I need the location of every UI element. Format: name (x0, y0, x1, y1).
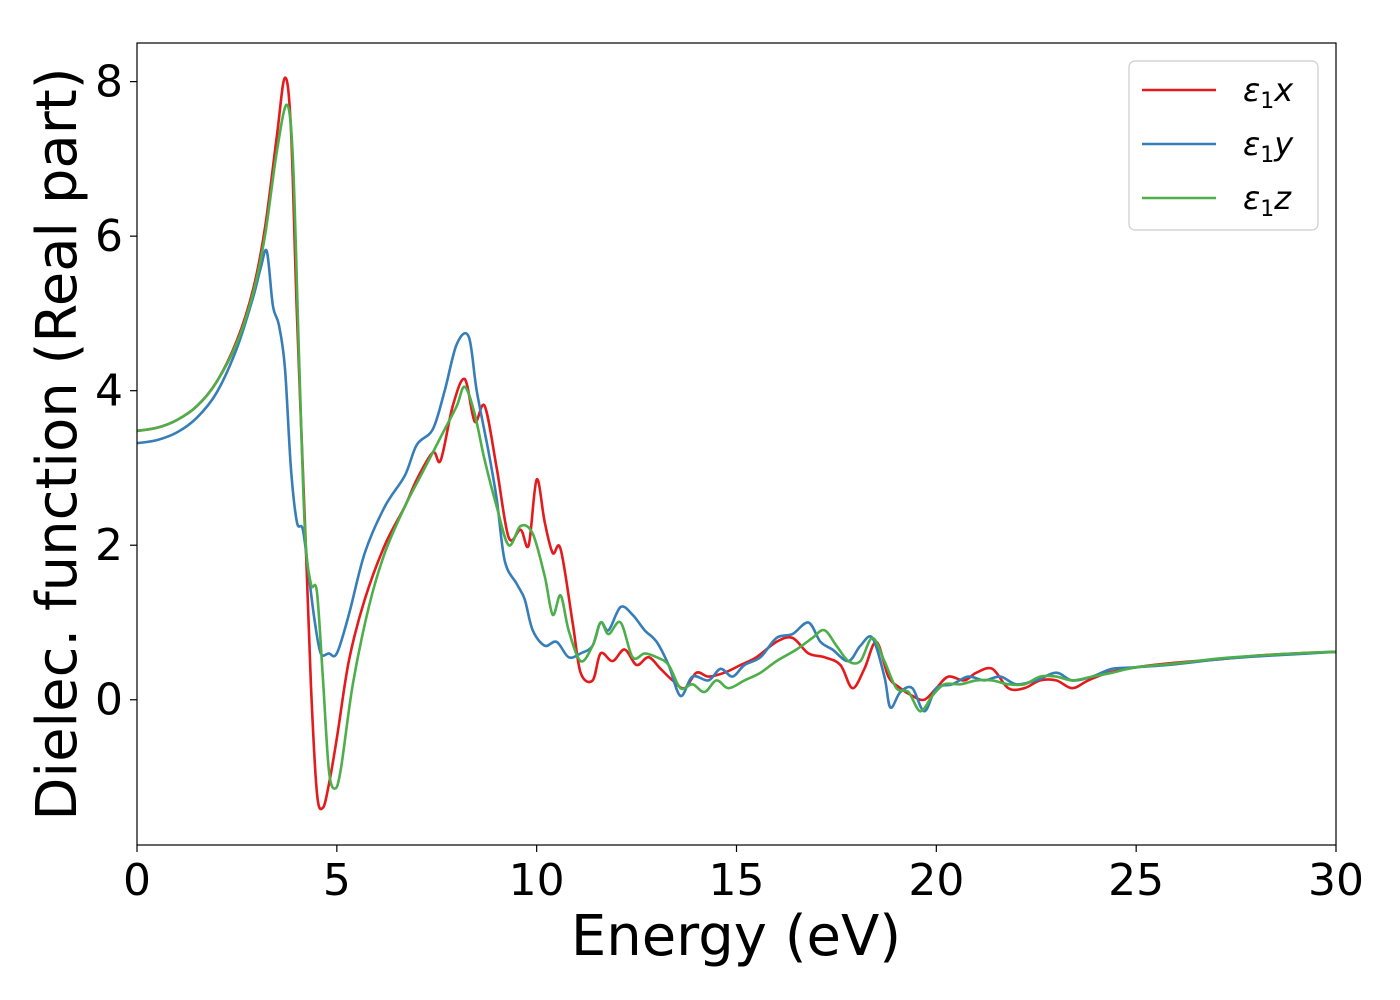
series-line-y (136, 248, 1337, 713)
y-tick-label: 2 (95, 520, 123, 571)
legend-label-y: ε1y (1243, 125, 1294, 168)
y-tick-label: 6 (95, 211, 123, 262)
x-tick-label: 15 (709, 855, 765, 906)
series-line-x (136, 76, 1337, 811)
x-tick-label: 5 (323, 855, 351, 906)
x-tick-label: 30 (1308, 855, 1364, 906)
legend-box (1128, 60, 1319, 231)
y-tick-label: 4 (95, 366, 123, 417)
legend: ε1x ε1y ε1z (1128, 60, 1319, 231)
series-line-z (136, 103, 1337, 790)
series-layer (136, 76, 1337, 811)
y-axis: 0 2 4 6 8 (95, 57, 137, 726)
x-tick-label: 20 (908, 855, 964, 906)
x-axis-label: Energy (eV) (571, 904, 901, 969)
x-tick-label: 10 (509, 855, 565, 906)
y-tick-label: 0 (95, 675, 123, 726)
legend-label-z: ε1z (1243, 179, 1292, 222)
legend-label-x: ε1x (1243, 71, 1294, 114)
y-tick-label: 8 (95, 57, 123, 108)
x-tick-label: 25 (1108, 855, 1164, 906)
y-axis-label: Dielec. function (Real part) (25, 67, 90, 820)
x-axis: 0 5 10 15 20 25 30 (123, 845, 1364, 906)
x-tick-label: 0 (123, 855, 151, 906)
